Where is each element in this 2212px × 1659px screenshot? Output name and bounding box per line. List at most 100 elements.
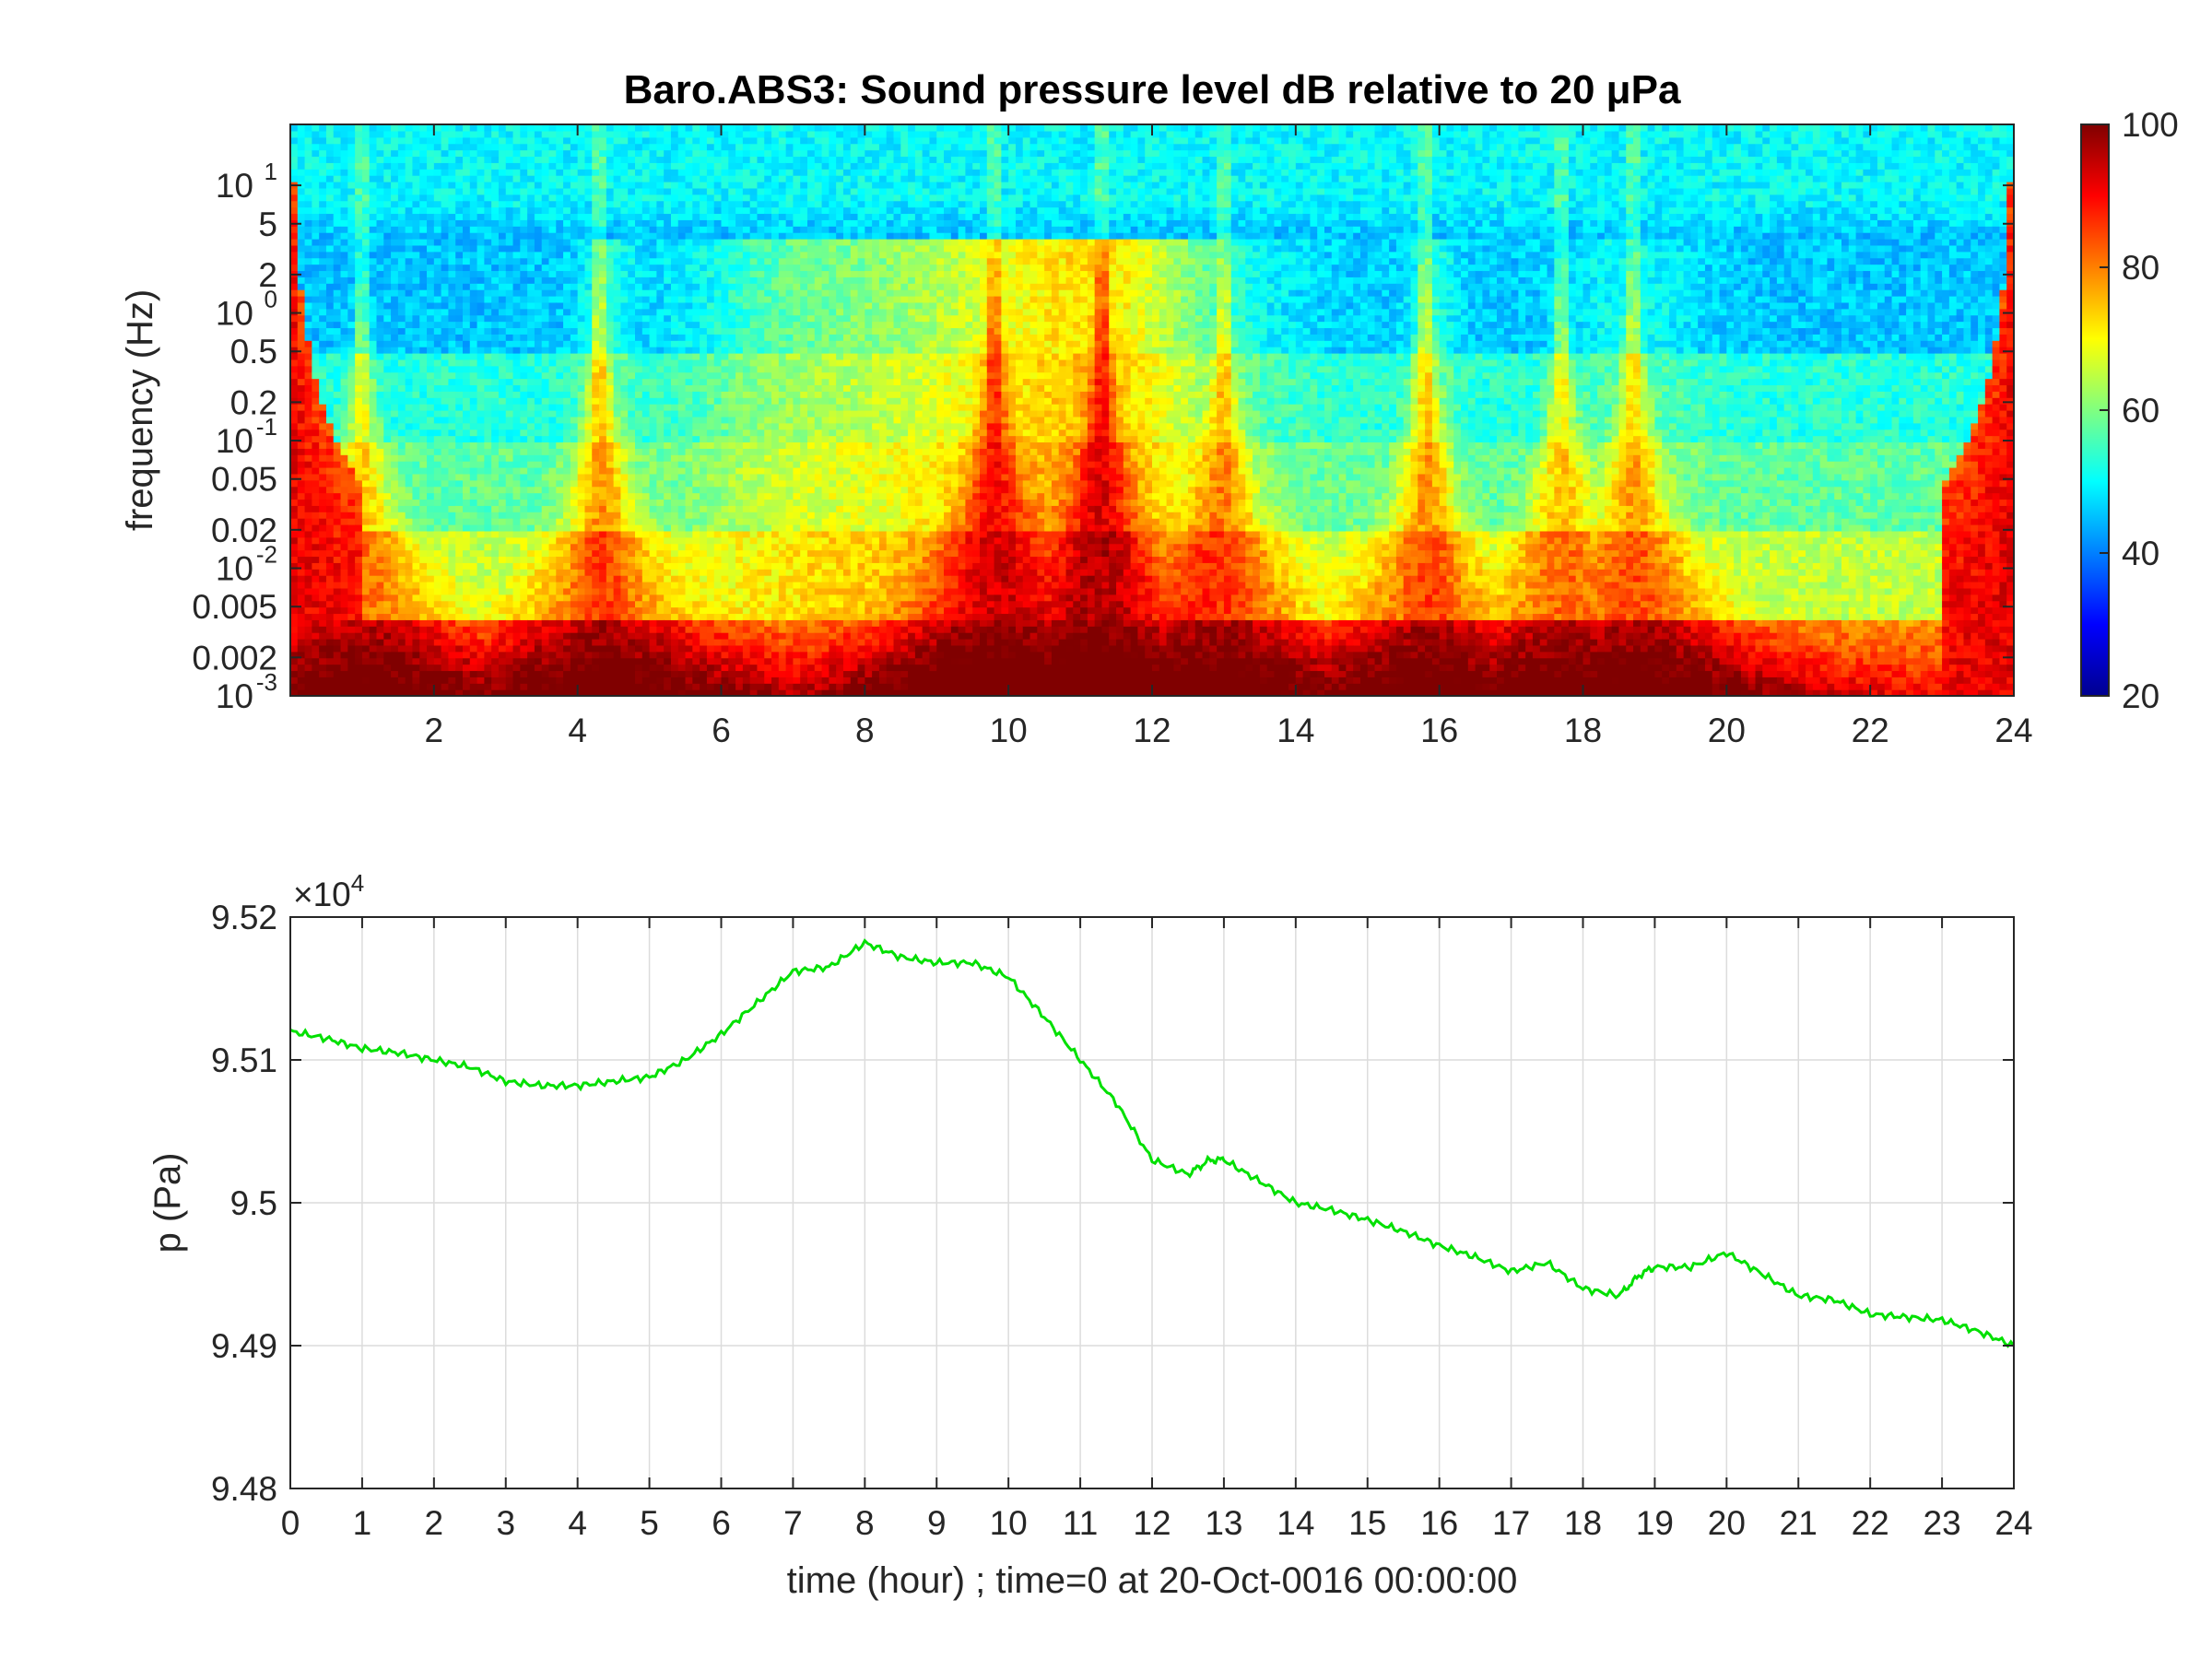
heatmap-cell xyxy=(542,150,549,157)
heatmap-cell xyxy=(377,347,384,353)
heatmap-cell xyxy=(513,505,521,512)
heatmap-cell xyxy=(635,613,642,619)
heatmap-cell xyxy=(355,391,362,397)
heatmap-cell xyxy=(334,423,341,429)
heatmap-cell xyxy=(599,270,606,276)
heatmap-cell xyxy=(628,550,635,557)
heatmap-cell xyxy=(355,639,362,645)
heatmap-cell xyxy=(341,213,348,219)
heatmap-cell xyxy=(383,607,391,614)
heatmap-cell xyxy=(341,270,348,276)
heatmap-cell xyxy=(578,588,585,594)
heatmap-cell xyxy=(370,353,377,359)
heatmap-cell xyxy=(571,309,578,315)
heatmap-cell xyxy=(312,518,319,524)
heatmap-cell xyxy=(513,359,521,366)
heatmap-cell xyxy=(599,296,606,302)
heatmap-cell xyxy=(484,137,491,144)
heatmap-cell xyxy=(592,162,599,169)
heatmap-cell xyxy=(427,296,434,302)
heatmap-cell xyxy=(470,429,477,436)
heatmap-cell xyxy=(406,639,413,645)
heatmap-cell xyxy=(441,283,449,289)
heatmap-cell xyxy=(527,512,535,518)
heatmap-cell xyxy=(305,384,312,391)
heatmap-cell xyxy=(571,588,578,594)
heatmap-cell xyxy=(355,359,362,366)
heatmap-cell xyxy=(620,226,628,232)
heatmap-cell xyxy=(484,276,491,283)
heatmap-cell xyxy=(305,441,312,448)
heatmap-cell xyxy=(513,379,521,385)
heatmap-cell xyxy=(571,194,578,201)
heatmap-cell xyxy=(377,550,384,557)
heatmap-cell xyxy=(664,340,671,347)
heatmap-cell xyxy=(542,315,549,322)
heatmap-cell xyxy=(470,537,477,544)
heatmap-cell xyxy=(326,550,334,557)
heatmap-cell xyxy=(563,474,571,480)
heatmap-cell xyxy=(448,372,455,379)
heatmap-cell xyxy=(312,175,319,182)
heatmap-cell xyxy=(470,613,477,619)
heatmap-cell xyxy=(535,359,542,366)
heatmap-cell xyxy=(370,652,377,658)
heatmap-cell xyxy=(383,499,391,505)
heatmap-cell xyxy=(513,384,521,391)
heatmap-cell xyxy=(484,252,491,258)
heatmap-cell xyxy=(347,613,355,619)
heatmap-cell xyxy=(427,372,434,379)
heatmap-cell xyxy=(406,334,413,340)
heatmap-cell xyxy=(427,544,434,550)
heatmap-cell xyxy=(671,283,678,289)
heatmap-cell xyxy=(620,239,628,245)
heatmap-cell xyxy=(606,175,614,182)
heatmap-cell xyxy=(427,417,434,423)
heatmap-cell xyxy=(347,340,355,347)
heatmap-cell xyxy=(556,226,563,232)
heatmap-cell xyxy=(477,384,485,391)
heatmap-cell xyxy=(448,276,455,283)
heatmap-cell xyxy=(383,340,391,347)
heatmap-cell xyxy=(664,499,671,505)
heatmap-cell xyxy=(412,137,419,144)
heatmap-cell xyxy=(656,436,664,442)
heatmap-cell xyxy=(664,518,671,524)
heatmap-cell xyxy=(427,531,434,537)
heatmap-cell xyxy=(671,265,678,271)
heatmap-cell xyxy=(427,334,434,340)
heatmap-cell xyxy=(563,188,571,194)
heatmap-cell xyxy=(326,207,334,214)
heatmap-cell xyxy=(578,175,585,182)
heatmap-cell xyxy=(448,359,455,366)
heatmap-cell xyxy=(377,213,384,219)
heatmap-cell xyxy=(491,397,499,404)
heatmap-cell xyxy=(571,379,578,385)
heatmap-cell xyxy=(513,201,521,207)
heatmap-cell xyxy=(406,283,413,289)
heatmap-cell xyxy=(419,448,427,454)
heatmap-cell xyxy=(448,150,455,157)
heatmap-cell xyxy=(484,359,491,366)
heatmap-cell xyxy=(383,474,391,480)
heatmap-cell xyxy=(584,276,592,283)
heatmap-cell xyxy=(614,391,621,397)
heatmap-cell xyxy=(334,448,341,454)
heatmap-cell xyxy=(434,162,441,169)
heatmap-cell xyxy=(347,353,355,359)
heatmap-cell xyxy=(628,461,635,467)
heatmap-cell xyxy=(391,410,398,417)
heatmap-cell xyxy=(499,518,506,524)
heatmap-cell xyxy=(441,429,449,436)
heatmap-cell xyxy=(455,677,463,683)
heatmap-cell xyxy=(650,410,657,417)
heatmap-cell xyxy=(341,575,348,582)
heatmap-cell xyxy=(305,658,312,665)
heatmap-cell xyxy=(441,245,449,252)
heatmap-cell xyxy=(448,429,455,436)
heatmap-cell xyxy=(383,296,391,302)
heatmap-cell xyxy=(341,391,348,397)
heatmap-cell xyxy=(448,417,455,423)
heatmap-cell xyxy=(542,499,549,505)
heatmap-cell xyxy=(370,505,377,512)
